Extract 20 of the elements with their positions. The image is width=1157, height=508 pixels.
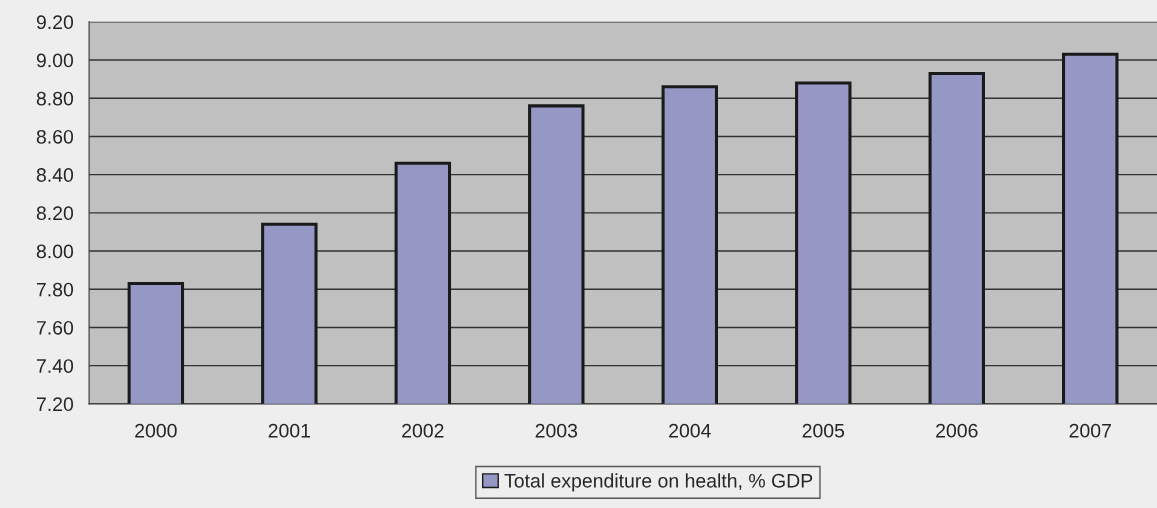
y-tick-label: 9.20 — [36, 15, 74, 30]
x-tick-label: 2007 — [1069, 423, 1111, 438]
x-tick-label: 2005 — [802, 423, 845, 438]
y-tick-label: 7.60 — [36, 320, 74, 335]
y-tick-label: 8.80 — [36, 91, 74, 106]
y-tick-label: 7.20 — [36, 397, 74, 412]
x-tick-label: 2002 — [402, 423, 444, 438]
x-tick-label: 2000 — [135, 423, 177, 438]
y-tick-label: 8.60 — [36, 129, 74, 144]
y-tick-label: 8.40 — [36, 168, 74, 182]
y-tick-label: 8.20 — [36, 206, 74, 221]
x-tick-label: 2003 — [535, 423, 578, 438]
y-tick-label: 7.80 — [36, 282, 74, 297]
x-tick-label: 2004 — [669, 423, 711, 438]
y-tick-label: 9.00 — [36, 53, 74, 68]
y-tick-label: 8.00 — [36, 244, 74, 259]
y-tick-label: 7.40 — [36, 359, 74, 373]
legend-label: Total expenditure on health, % GDP — [504, 473, 813, 492]
x-tick-label: 2001 — [268, 423, 310, 438]
x-tick-label: 2006 — [936, 423, 978, 438]
